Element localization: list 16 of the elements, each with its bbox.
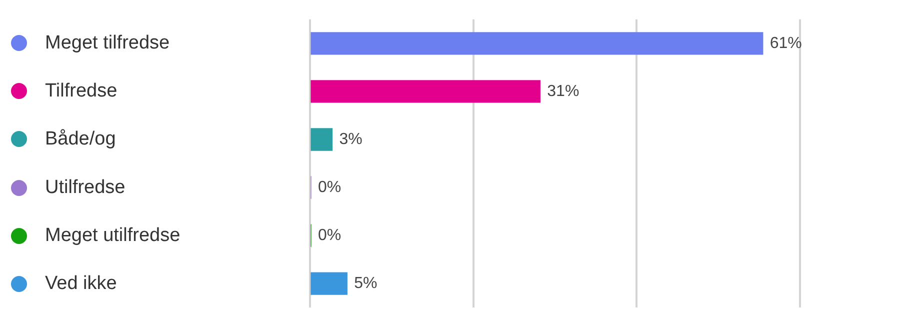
y-tick-label: Utilfredse: [45, 176, 126, 198]
data-label: 0%: [318, 178, 342, 196]
y-tick-label: Meget tilfredse: [45, 32, 170, 54]
data-label: 0%: [318, 226, 342, 244]
y-tick-label: Ved ikke: [45, 272, 117, 294]
y-tick-label: Meget utilfredse: [45, 224, 180, 246]
y-tick-label: Både/og: [45, 128, 116, 150]
y-tick-label: Tilfredse: [45, 80, 118, 102]
data-label: 5%: [354, 274, 378, 292]
data-label: 61%: [770, 34, 802, 52]
bar: [310, 128, 333, 151]
bar: [310, 80, 540, 103]
bar: [310, 32, 764, 55]
data-label: 3%: [339, 130, 362, 148]
bar: [310, 272, 348, 295]
data-label: 31%: [547, 82, 580, 100]
